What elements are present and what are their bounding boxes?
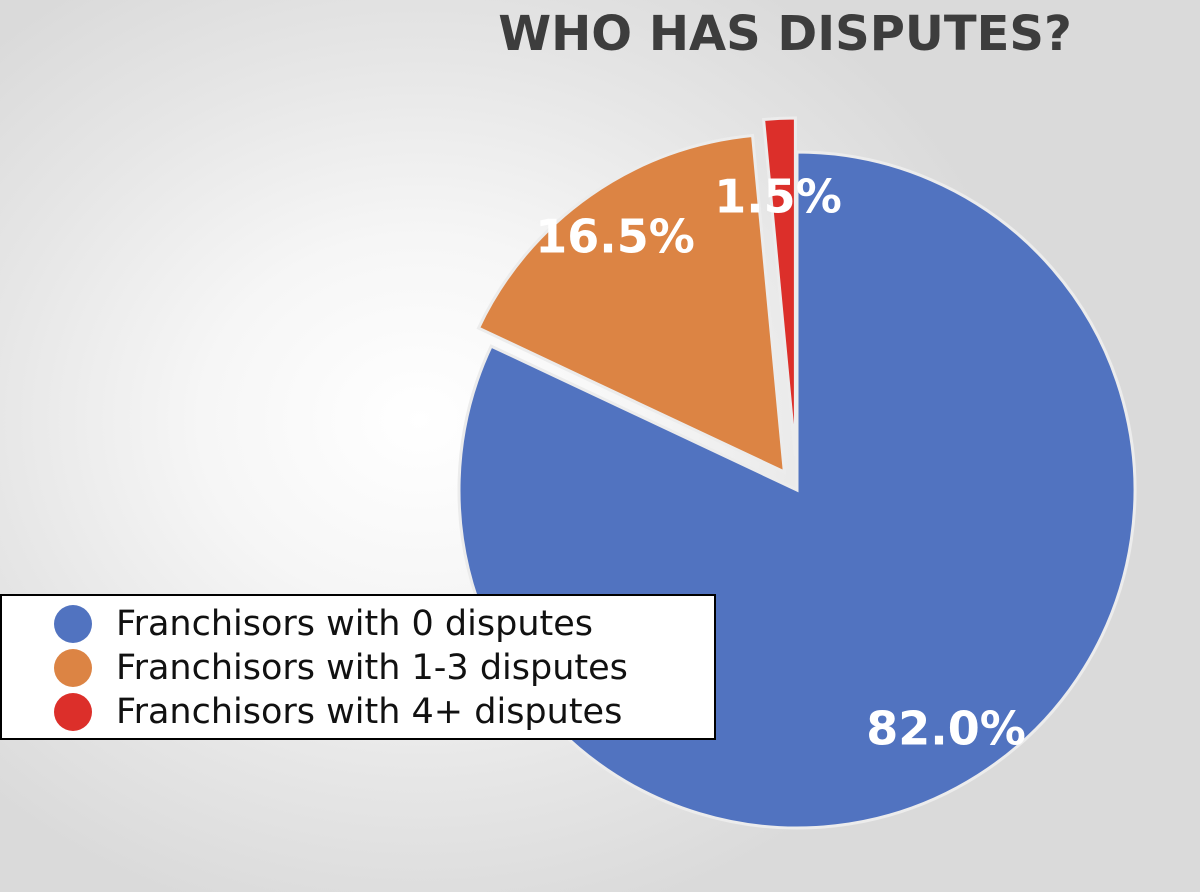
legend-swatch-0-disputes bbox=[54, 605, 92, 643]
label-0-disputes: 82.0% bbox=[866, 702, 1026, 756]
legend-swatch-4-plus-disputes bbox=[54, 693, 92, 731]
chart-title: WHO HAS DISPUTES? bbox=[498, 6, 1072, 62]
pie-data-labels: 82.0% 16.5% 1.5% bbox=[535, 170, 1026, 756]
label-1-3-disputes: 16.5% bbox=[535, 210, 695, 264]
legend-item-1-3-disputes: Franchisors with 1-3 disputes bbox=[2, 646, 714, 690]
legend-label-4-plus-disputes: Franchisors with 4+ disputes bbox=[116, 692, 623, 732]
legend-label-1-3-disputes: Franchisors with 1-3 disputes bbox=[116, 648, 628, 688]
slice-1-3-disputes bbox=[476, 133, 787, 475]
label-4-plus-disputes: 1.5% bbox=[714, 170, 842, 224]
legend-item-4-plus-disputes: Franchisors with 4+ disputes bbox=[2, 690, 714, 734]
slice-4-plus-disputes bbox=[761, 116, 797, 457]
legend: Franchisors with 0 disputes Franchisors … bbox=[0, 594, 716, 740]
legend-label-0-disputes: Franchisors with 0 disputes bbox=[116, 604, 593, 644]
legend-swatch-1-3-disputes bbox=[54, 649, 92, 687]
legend-item-0-disputes: Franchisors with 0 disputes bbox=[2, 602, 714, 646]
